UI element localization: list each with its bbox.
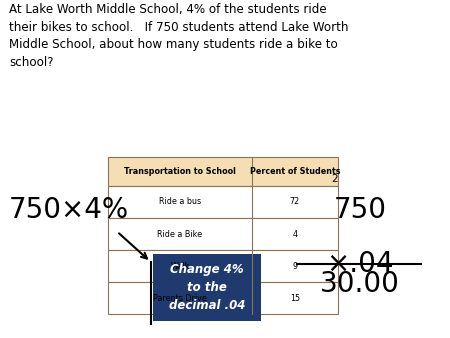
- Text: 9: 9: [292, 262, 297, 271]
- Bar: [108, 282, 338, 314]
- Bar: [108, 218, 338, 250]
- Text: Walk: Walk: [170, 262, 190, 271]
- Text: Percent of Students: Percent of Students: [249, 167, 340, 176]
- Bar: [108, 250, 338, 282]
- Bar: [153, 254, 261, 321]
- Text: Change 4%
to the
decimal .04: Change 4% to the decimal .04: [169, 263, 245, 312]
- Text: Transportation to School: Transportation to School: [124, 167, 236, 176]
- Text: 750×4%: 750×4%: [9, 196, 129, 223]
- Text: Ride a bus: Ride a bus: [159, 197, 201, 207]
- Text: 4: 4: [292, 230, 297, 239]
- Text: Parents Drive: Parents Drive: [153, 294, 207, 303]
- Text: Ride a Bike: Ride a Bike: [158, 230, 202, 239]
- Text: 15: 15: [290, 294, 300, 303]
- Text: At Lake Worth Middle School, 4% of the students ride
their bikes to school.   If: At Lake Worth Middle School, 4% of the s…: [9, 3, 348, 69]
- Text: 750: 750: [333, 196, 387, 224]
- Text: 30.00: 30.00: [320, 270, 400, 298]
- Text: 72: 72: [290, 197, 300, 207]
- Bar: [108, 186, 338, 218]
- Text: 2: 2: [331, 174, 338, 184]
- Bar: [108, 157, 338, 186]
- Text: ×.04: ×.04: [326, 250, 394, 278]
